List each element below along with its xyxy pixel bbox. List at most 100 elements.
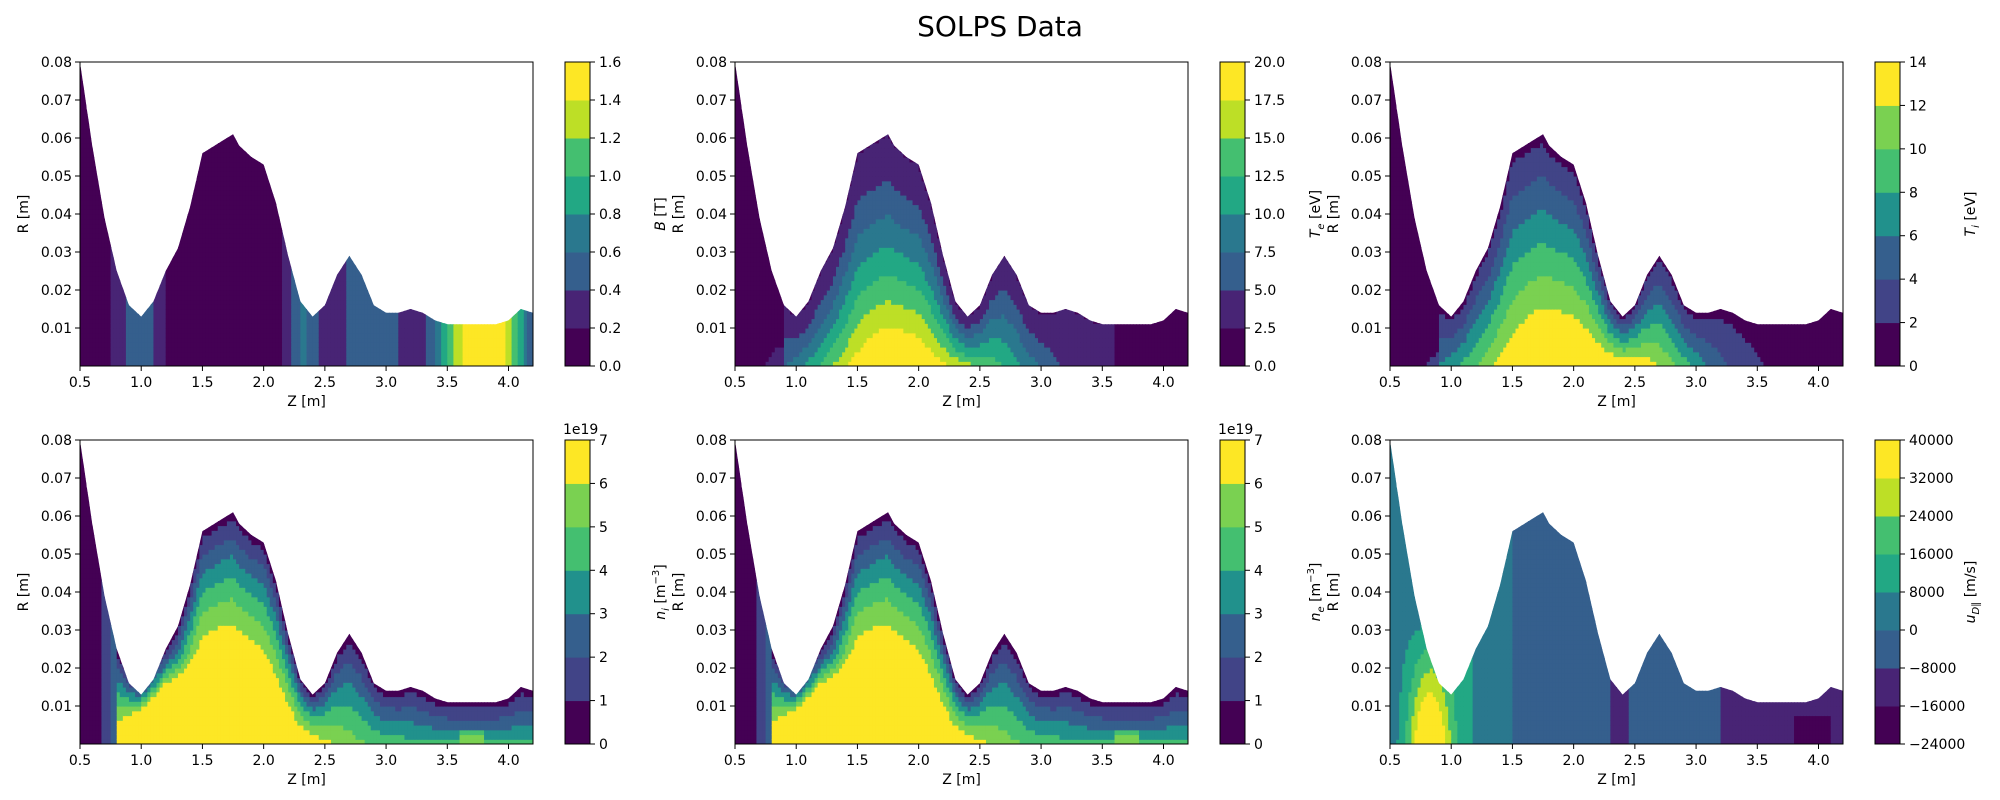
contour-cell (165, 332, 170, 339)
contour-cell (523, 337, 528, 343)
contour-cell (836, 233, 840, 239)
contour-cell (875, 185, 880, 191)
contour-cell (104, 233, 109, 239)
contour-cell (254, 228, 259, 234)
contour-cell (144, 328, 148, 334)
contour-cell (226, 256, 231, 263)
contour-cell (324, 361, 329, 366)
contour-cell (505, 332, 510, 339)
contour-cell (141, 351, 145, 358)
contour-cell (860, 176, 865, 182)
contour-cell (756, 342, 761, 348)
contour-cell (177, 285, 182, 291)
contour-cell (202, 180, 207, 187)
contour-cell (177, 252, 182, 258)
contour-cell (229, 299, 234, 305)
contour-cell (184, 309, 188, 315)
contour-cell (508, 318, 513, 324)
contour-cell (367, 351, 372, 358)
contour-cell (756, 323, 761, 329)
contour-cell (753, 204, 758, 210)
contour-cell (98, 332, 103, 339)
contour-cell (872, 252, 877, 258)
contour-cell (266, 180, 271, 187)
contour-cell (735, 95, 739, 101)
contour-cell (211, 157, 216, 163)
contour-cell (753, 228, 758, 234)
contour-cell (744, 223, 748, 229)
contour-cell (211, 199, 216, 206)
contour-cell (826, 294, 831, 301)
contour-cell (346, 294, 350, 301)
contour-cell (223, 152, 228, 158)
contour-cell (162, 285, 167, 291)
contour-cell (337, 356, 341, 362)
colorbar: 0.00.20.40.60.81.01.21.41.6B [T] (564, 55, 669, 375)
contour-cell (832, 342, 837, 348)
contour-cell (845, 347, 849, 353)
contour-cell (248, 218, 252, 225)
contour-cell (242, 180, 246, 187)
contour-cell (465, 328, 470, 334)
x-tick-label: 0.5 (69, 375, 91, 391)
contour-cell (747, 275, 751, 282)
contour-cell (346, 356, 350, 362)
contour-cell (300, 351, 305, 358)
contour-cell (480, 337, 485, 343)
contour-cell (202, 266, 207, 272)
contour-cell (398, 332, 402, 339)
contour-cell (248, 261, 252, 267)
contour-cell (98, 304, 103, 310)
contour-cell (820, 304, 825, 310)
contour-cell (193, 347, 197, 353)
contour-cell (367, 323, 372, 329)
contour-cell (829, 280, 834, 286)
contour-cell (774, 323, 779, 329)
contour-cell (750, 351, 754, 358)
contour-cell (248, 147, 252, 153)
contour-cell (214, 294, 219, 301)
contour-cell (741, 109, 745, 115)
contour-cell (361, 271, 366, 277)
contour-cell (104, 290, 109, 296)
contour-cell (477, 361, 482, 366)
contour-cell (245, 218, 249, 225)
contour-cell (444, 342, 448, 348)
contour-cell (750, 309, 754, 315)
contour-cell (263, 185, 268, 191)
contour-cell (379, 337, 384, 343)
contour-cell (459, 361, 464, 366)
contour-cell (128, 356, 133, 362)
contour-cell (376, 356, 381, 362)
contour-cell (759, 218, 764, 225)
contour-cell (839, 261, 843, 267)
contour-cell (202, 351, 207, 358)
contour-cell (768, 290, 773, 296)
contour-cell (144, 304, 148, 310)
contour-cell (842, 313, 846, 320)
contour-cell (80, 332, 84, 339)
contour-cell (83, 123, 87, 130)
contour-cell (474, 342, 479, 348)
contour-cell (92, 323, 96, 329)
contour-cell (205, 171, 210, 177)
contour-cell (205, 176, 210, 182)
contour-cell (233, 332, 237, 339)
contour-cell (866, 247, 871, 253)
contour-cell (80, 261, 84, 267)
contour-cell (132, 323, 136, 329)
contour-cell (217, 204, 222, 210)
contour-cell (389, 351, 393, 358)
contour-cell (438, 347, 442, 353)
contour-cell (266, 347, 271, 353)
contour-cell (762, 361, 767, 366)
contour-cell (756, 214, 761, 220)
contour-cell (373, 347, 378, 353)
contour-cell (254, 190, 259, 196)
contour-cell (839, 271, 843, 277)
contour-cell (95, 190, 99, 196)
contour-cell (98, 199, 103, 206)
contour-cell (217, 356, 222, 362)
contour-cell (260, 218, 265, 225)
contour-cell (848, 252, 852, 258)
